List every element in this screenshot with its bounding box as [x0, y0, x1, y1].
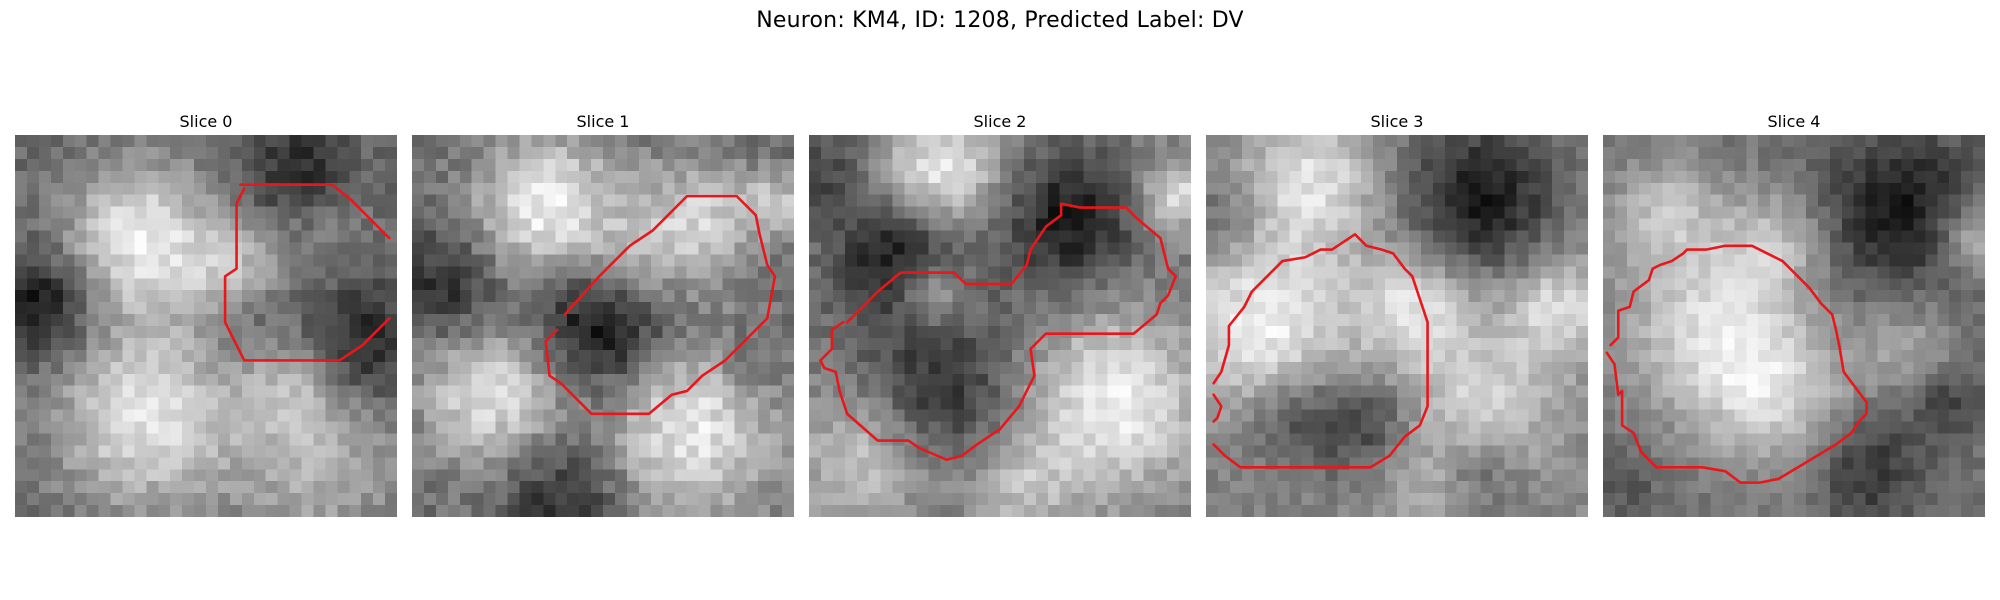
slice-panel-2: Slice 2	[809, 111, 1191, 517]
roi-contour	[820, 204, 1175, 460]
figure-title: Neuron: KM4, ID: 1208, Predicted Label: …	[756, 8, 1244, 33]
slice-panel-3: Slice 3	[1206, 111, 1588, 517]
pixel-grid	[809, 135, 1191, 517]
slice-image	[412, 135, 794, 517]
slice-panel-1: Slice 1	[412, 111, 794, 517]
slice-image	[1206, 135, 1588, 517]
slice-image	[809, 135, 1191, 517]
pixel-grid	[15, 135, 397, 517]
slice-title: Slice 1	[576, 112, 630, 131]
pixel-grid	[412, 135, 794, 517]
roi-contour	[240, 185, 389, 238]
pixel-grid	[1206, 135, 1588, 517]
slice-image	[1603, 135, 1985, 517]
slice-title: Slice 2	[973, 112, 1027, 131]
slice-image	[15, 135, 397, 517]
slice-panel-4: Slice 4	[1603, 111, 1985, 517]
slice-title: Slice 4	[1767, 112, 1821, 131]
slice-panel-0: Slice 0	[15, 111, 397, 517]
roi-contour	[225, 188, 389, 360]
pixel-grid	[1603, 135, 1985, 517]
roi-contour	[1214, 395, 1222, 422]
roi-contour	[1607, 246, 1867, 483]
roi-contour	[1214, 234, 1428, 467]
roi-contour	[546, 196, 775, 414]
slice-title: Slice 3	[1370, 112, 1424, 131]
slice-title: Slice 0	[179, 112, 233, 131]
